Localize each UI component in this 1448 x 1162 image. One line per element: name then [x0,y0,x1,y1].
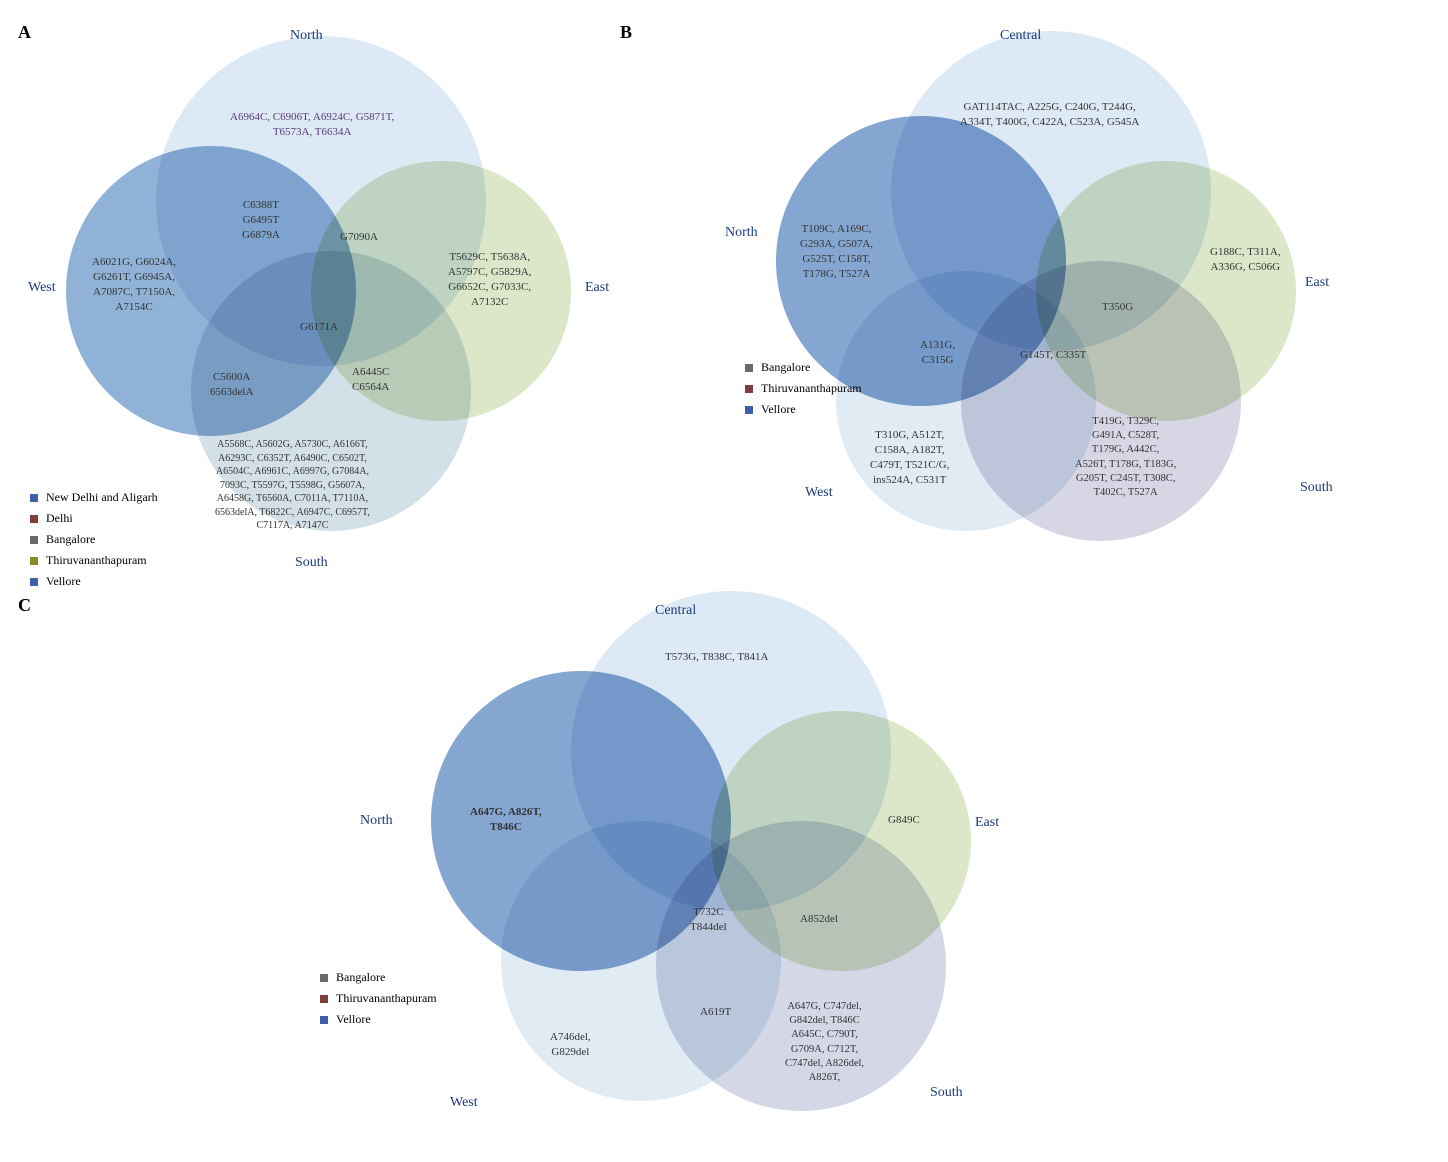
legend-label: Bangalore [336,970,385,985]
legend-item: Bangalore [745,360,862,375]
legend-label: Bangalore [761,360,810,375]
legend-label: Thiruvananthapuram [761,381,862,396]
mutation-list-a-center: G6171A [300,320,338,335]
mutation-list-b-t350g: T350G [1102,300,1133,315]
mutation-list-c-sw_int: A619T [700,1005,731,1020]
mutation-list-b-north_only: T109C, A169C, G293A, G507A, G525T, C158T… [800,222,873,281]
region-label-c-central: Central [655,603,696,619]
legend-label: Delhi [46,511,73,526]
region-label-b-east: East [1305,275,1329,291]
legend-item: Vellore [745,402,862,417]
mutation-list-c-center: T732C T844del [690,905,727,935]
mutation-list-c-east_only: G849C [888,813,920,828]
legend-item: Bangalore [30,532,158,547]
legend-swatch-icon [30,557,38,565]
mutation-list-c-north_only: A647G, A826T, T846C [470,805,542,835]
mutation-list-b-central_only: GAT114TAC, A225G, C240G, T244G, A334T, T… [960,100,1139,130]
legend-swatch-icon [30,536,38,544]
region-label-c-west: West [450,1095,478,1111]
legend-item: Thiruvananthapuram [320,991,437,1006]
legend-swatch-icon [30,578,38,586]
mutation-list-a-south_only: A5568C, A5602G, A5730C, A6166T, A6293C, … [215,438,370,533]
legend-label: Thiruvananthapuram [46,553,147,568]
mutation-list-a-east_only: T5629C, T5638A, A5797C, G5829A, G6652C, … [448,250,531,309]
legend-item: Thiruvananthapuram [745,381,862,396]
region-label-a-south: South [295,555,328,571]
region-label-b-central: Central [1000,28,1041,44]
legend-label: Vellore [761,402,796,417]
legend-b: Bangalore Thiruvananthapuram Vellore [745,360,862,423]
legend-item: New Delhi and Aligarh [30,490,158,505]
legend-swatch-icon [320,1016,328,1024]
mutation-list-a-ne: G7090A [340,230,378,245]
legend-label: Thiruvananthapuram [336,991,437,1006]
legend-swatch-icon [745,385,753,393]
region-label-c-north: North [360,813,393,829]
legend-label: Vellore [336,1012,371,1027]
region-label-c-south: South [930,1085,963,1101]
mutation-list-c-west_only: A746del, G829del [550,1030,591,1060]
panel-label-a: A [18,22,31,43]
legend-label: Bangalore [46,532,95,547]
legend-label: Vellore [46,574,81,589]
mutation-list-b-nw: A131G, C315G [920,338,955,368]
region-label-b-north: North [725,225,758,241]
legend-label: New Delhi and Aligarh [46,490,158,505]
legend-item: Vellore [320,1012,437,1027]
legend-swatch-icon [745,364,753,372]
legend-swatch-icon [30,515,38,523]
region-label-c-east: East [975,815,999,831]
mutation-list-c-central_only: T573G, T838C, T841A [665,650,769,665]
region-label-b-west: West [805,485,833,501]
legend-item: Bangalore [320,970,437,985]
mutation-list-c-se_int: A852del [800,912,838,927]
mutation-list-a-sw: C5600A 6563delA [210,370,253,400]
legend-item: Delhi [30,511,158,526]
mutation-list-a-west_only: A6021G, G6024A, G6261T, G6945A, A7087C, … [92,255,176,314]
mutation-list-a-nw: C6388T G6495T G6879A [242,198,280,243]
region-label-a-east: East [585,280,609,296]
legend-swatch-icon [320,974,328,982]
legend-swatch-icon [745,406,753,414]
mutation-list-a-se: A6445C C6564A [352,365,389,395]
mutation-list-b-east_only: G188C, T311A, A336G, C506G [1210,245,1281,275]
mutation-list-b-cw_se: G145T, C335T [1020,348,1086,363]
mutation-list-a-north_only: A6964C, C6906T, A6924C, G5871T, T6573A, … [230,110,394,140]
region-label-b-south: South [1300,480,1333,496]
mutation-list-b-west_only: T310G, A512T, C158A, A182T, C479T, T521C… [870,428,949,487]
legend-a: New Delhi and Aligarh Delhi Bangalore Thiru… [30,490,158,595]
legend-swatch-icon [30,494,38,502]
legend-swatch-icon [320,995,328,1003]
mutation-list-c-south_only: A647G, C747del, G842del, T846C A645C, C7… [785,1000,864,1085]
mutation-list-b-south_only: T419G, T329C, G491A, C528T, T179G, A442C… [1075,415,1176,500]
region-label-a-north: North [290,28,323,44]
legend-c: Bangalore Thiruvananthapuram Vellore [320,970,437,1033]
region-label-a-west: West [28,280,56,296]
legend-item: Vellore [30,574,158,589]
panel-label-c: C [18,595,31,616]
panel-label-b: B [620,22,632,43]
legend-item: Thiruvananthapuram [30,553,158,568]
